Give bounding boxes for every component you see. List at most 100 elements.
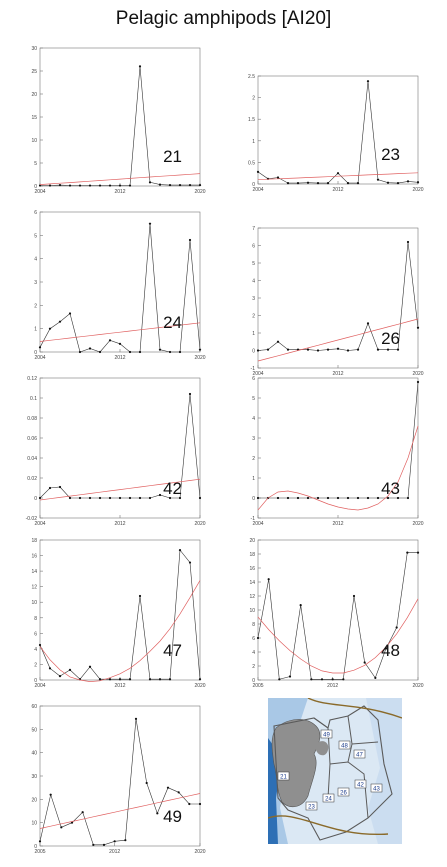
data-point xyxy=(148,222,152,225)
y-tick-label: 2 xyxy=(34,303,37,309)
data-point xyxy=(256,636,260,640)
y-tick-label: 2 xyxy=(252,96,255,102)
x-tick-label: 2020 xyxy=(194,189,205,195)
data-point xyxy=(278,678,281,681)
y-tick-label: 3 xyxy=(252,436,255,442)
data-point xyxy=(148,678,152,681)
data-point xyxy=(356,182,360,185)
y-tick-label: 2 xyxy=(252,664,255,670)
data-point xyxy=(276,176,280,179)
data-point xyxy=(158,678,162,681)
data-point xyxy=(346,182,350,185)
data-point xyxy=(416,181,420,184)
x-tick-label: 2005 xyxy=(34,849,45,855)
data-point xyxy=(168,183,172,187)
trend-line xyxy=(39,580,201,682)
data-point xyxy=(58,485,62,489)
data-point xyxy=(38,496,42,500)
data-point xyxy=(68,312,72,315)
chart-frame xyxy=(39,539,201,681)
data-point xyxy=(286,496,290,500)
data-point xyxy=(128,350,132,354)
data-point xyxy=(98,678,102,681)
data-point xyxy=(118,496,122,500)
map-divider-1 xyxy=(313,717,331,799)
x-tick-label: 2012 xyxy=(109,849,120,855)
y-tick-label: 15 xyxy=(31,115,37,121)
chart-panel-26: -1 0 1 2 3 4 5 6 7 2004 2012 2020 26 xyxy=(251,226,447,388)
data-point xyxy=(310,678,313,681)
data-point xyxy=(386,181,390,184)
chart-panel-43: -1 0 1 2 3 4 5 6 2004 2012 2020 43 xyxy=(251,376,447,538)
map-label-24: 24 xyxy=(322,793,335,803)
data-point xyxy=(108,496,112,500)
data-point xyxy=(92,843,95,846)
data-point xyxy=(113,840,116,843)
data-point xyxy=(49,793,52,796)
data-point xyxy=(336,347,340,350)
y-tick-label: 0.5 xyxy=(248,160,255,166)
data-point xyxy=(128,496,132,500)
data-point xyxy=(88,347,92,350)
data-point xyxy=(38,184,42,187)
y-tick-label: 5 xyxy=(252,261,255,267)
map-box-outline xyxy=(273,705,393,841)
x-tick-label: 2004 xyxy=(34,355,45,361)
x-tick-label: 2012 xyxy=(114,683,125,689)
map-shelf-edge-line xyxy=(267,697,403,836)
chart-frame xyxy=(257,377,419,519)
data-point xyxy=(386,496,390,500)
map-landmass xyxy=(271,719,321,808)
region-map-svg: 49 48 47 21 23 24 26 42 43 xyxy=(267,697,403,844)
y-tick-label: 10 xyxy=(249,608,255,614)
data-point xyxy=(316,182,320,185)
y-tick-label: 0 xyxy=(34,496,37,502)
chart-svg-43: -1 0 1 2 3 4 5 6 2004 2012 2020 43 xyxy=(251,376,424,527)
chart-panel-23: 0 0.5 1 1.5 2 2.5 2004 2012 2020 23 xyxy=(248,74,447,236)
data-point xyxy=(352,594,356,598)
y-tick-label: 0 xyxy=(34,678,37,684)
y-tick-label: 16 xyxy=(31,554,37,560)
chart-frame xyxy=(39,211,201,353)
map-island xyxy=(316,741,329,756)
area-label: 47 xyxy=(163,641,182,660)
data-point xyxy=(276,496,280,500)
data-point xyxy=(98,350,102,354)
map-label-43: 43 xyxy=(370,783,383,793)
data-point xyxy=(108,184,112,187)
y-tick-label: 14 xyxy=(31,569,37,575)
map-label-23: 23 xyxy=(305,801,318,811)
data-point xyxy=(336,496,340,500)
data-point xyxy=(299,604,302,607)
area-label: 42 xyxy=(163,479,182,498)
data-point xyxy=(356,496,360,500)
data-point xyxy=(296,182,300,185)
y-tick-label: 1 xyxy=(34,327,37,333)
data-point xyxy=(395,626,398,629)
data-point xyxy=(306,348,310,351)
data-point xyxy=(288,675,292,678)
y-tick-label: 2 xyxy=(252,314,255,320)
map-label-text: 42 xyxy=(357,783,364,789)
data-point xyxy=(376,348,380,351)
data-point xyxy=(134,717,138,720)
data-point xyxy=(78,184,82,187)
data-point xyxy=(158,348,162,351)
x-tick-label: 2005 xyxy=(252,683,263,689)
data-point xyxy=(198,678,202,681)
data-point xyxy=(406,180,410,183)
y-tick-label: 0 xyxy=(252,182,255,188)
data-point xyxy=(58,320,62,323)
data-point xyxy=(188,392,192,396)
map-label-text: 49 xyxy=(323,733,330,739)
map-label-text: 24 xyxy=(325,797,332,803)
data-point xyxy=(416,551,420,554)
data-point xyxy=(128,184,132,187)
data-point xyxy=(177,791,180,794)
data-point xyxy=(256,170,260,174)
y-tick-label: 0.12 xyxy=(27,376,37,382)
data-point xyxy=(178,496,182,500)
y-tick-label: 0 xyxy=(34,844,37,850)
y-tick-label: 0 xyxy=(34,350,37,356)
data-point xyxy=(108,339,112,342)
